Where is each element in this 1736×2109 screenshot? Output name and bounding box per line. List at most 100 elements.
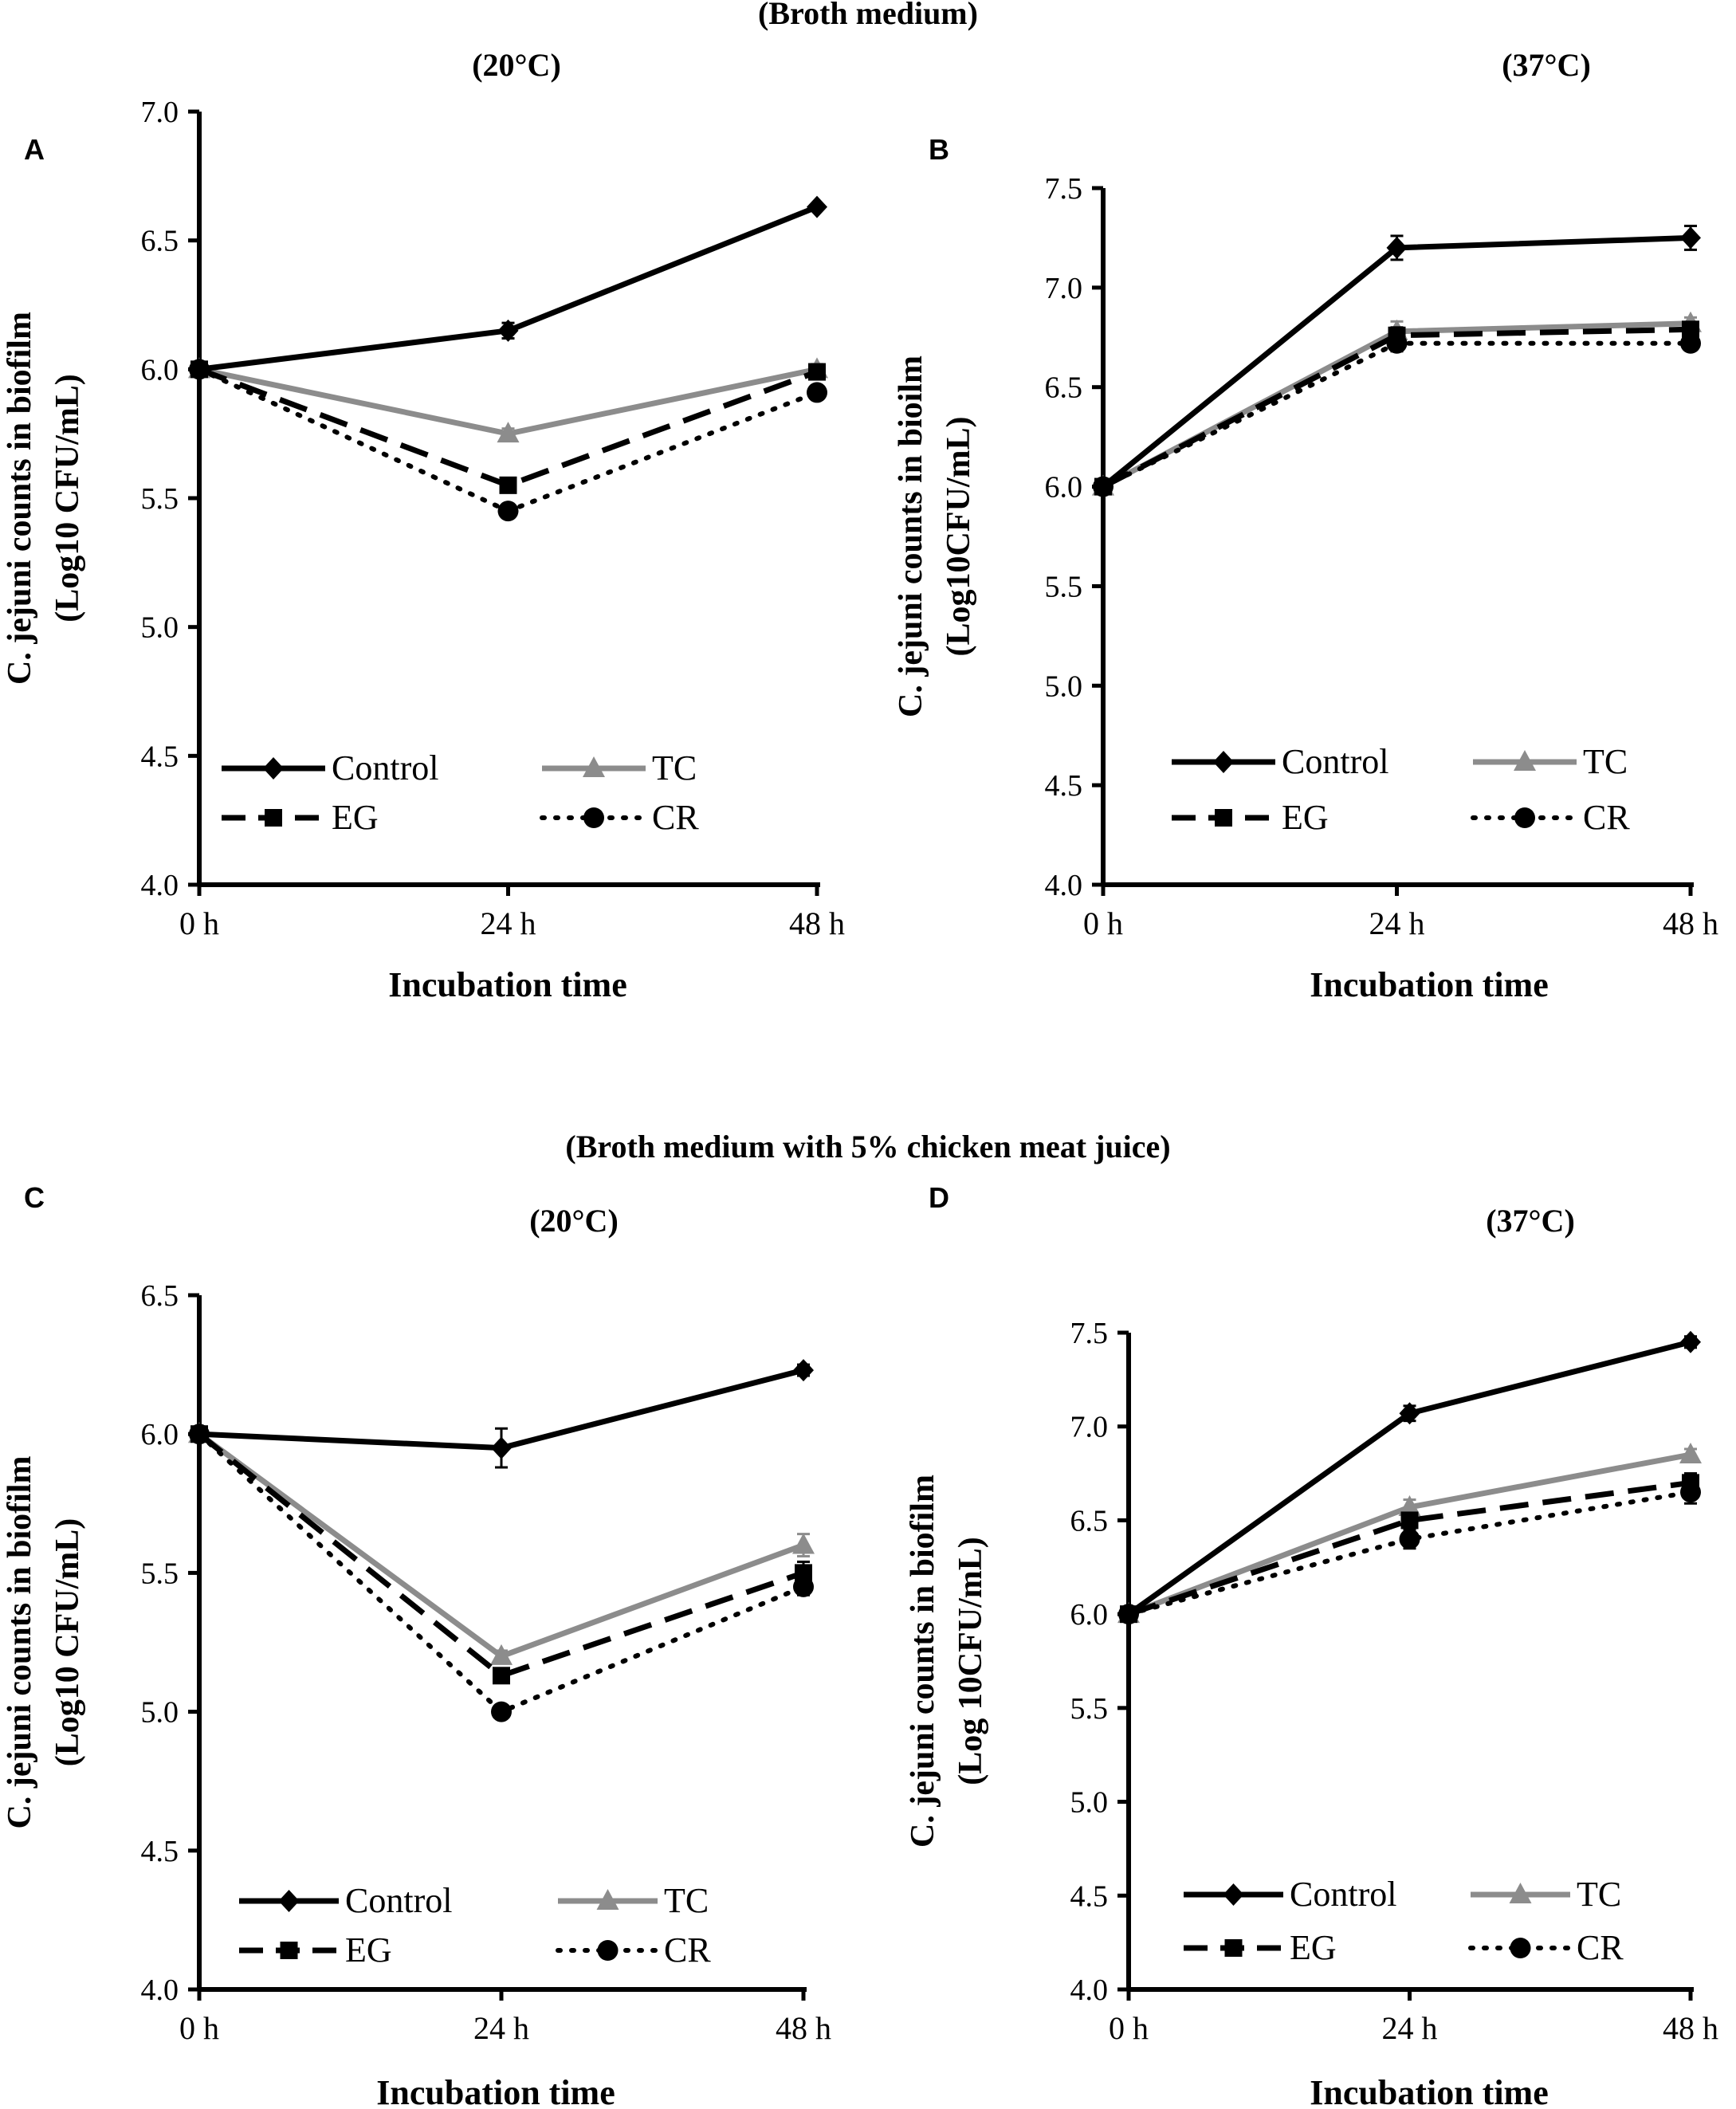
y-axis-label-line2: (Log10CFU/mL): [941, 417, 977, 657]
legend-label: CR: [1583, 798, 1630, 837]
y-tick-label: 4.5: [1045, 769, 1083, 803]
y-tick-label: 5.0: [1070, 1786, 1109, 1820]
legend: Control TC EG CR: [222, 748, 699, 837]
legend-entry-cr: CR: [1468, 1928, 1624, 1967]
data-point-tc: [792, 1533, 815, 1554]
legend-entry-eg: EG: [222, 798, 379, 837]
y-tick-label: 5.0: [1045, 670, 1083, 703]
series-line-eg: [1127, 1479, 1691, 1617]
data-point-cr: [497, 501, 519, 522]
legend-label: TC: [652, 748, 697, 787]
y-tick-label: 5.0: [141, 1696, 179, 1730]
y-tick-label: 5.5: [141, 1557, 179, 1590]
panel-title: (20°C): [472, 47, 561, 83]
panel-letter: B: [929, 133, 949, 166]
data-point-control: [793, 1359, 814, 1382]
legend-marker: [583, 807, 604, 828]
y-tick-label: 4.0: [1045, 869, 1083, 902]
data-point-control: [1093, 475, 1113, 498]
data-point-control: [491, 1436, 512, 1459]
chart-panel-b: B (37°C) 4.0 4.5 5.0 5.5 6.0 6.5 7.0 7.5 0 h 24 h 48…: [893, 47, 1718, 1004]
legend-marker: [1213, 751, 1234, 773]
y-tick-label: 7.5: [1070, 1317, 1109, 1350]
y-tick-label: 4.0: [1070, 1974, 1109, 2007]
y-axis-label-line1: C. jejuni counts in bioilm: [893, 355, 929, 717]
series-line-cr: [1126, 1490, 1693, 1617]
legend-marker: [1509, 1883, 1532, 1903]
data-point-control: [1118, 1603, 1139, 1626]
data-point-control: [189, 1423, 210, 1446]
legend-entry-tc: TC: [1471, 1875, 1621, 1914]
legend-entry-control: Control: [1184, 1875, 1396, 1914]
legend-label: TC: [1583, 742, 1628, 781]
legend-entry-cr: CR: [556, 1930, 711, 1970]
y-axis-label-line2: (Log10 CFU/mL): [49, 374, 86, 622]
legend-label: TC: [664, 1881, 709, 1920]
y-tick-label: 7.0: [141, 96, 179, 129]
legend-marker: [597, 1940, 619, 1961]
y-tick-label: 5.5: [1070, 1692, 1109, 1726]
data-point-control: [497, 319, 519, 342]
data-point-eg: [808, 363, 826, 381]
legend-entry-control: Control: [1172, 742, 1388, 781]
legend-label: EG: [1282, 798, 1329, 837]
y-axis-label-line1: C. jejuni counts in biofilm: [2, 312, 38, 685]
data-point-eg: [795, 1564, 812, 1582]
legend: Control TC EG CR: [239, 1881, 711, 1970]
legend-marker: [1510, 1938, 1531, 1958]
x-tick-label: 24 h: [1382, 2010, 1438, 2046]
y-tick-label: 4.0: [141, 1974, 179, 2007]
y-tick-label: 6.0: [1045, 471, 1083, 505]
panel-letter: D: [929, 1181, 949, 1214]
data-point-tc: [1679, 1443, 1702, 1464]
legend-marker: [583, 756, 605, 777]
data-point-control: [1386, 236, 1408, 259]
y-tick-label: 4.0: [141, 869, 179, 902]
legend-entry-cr: CR: [540, 798, 699, 837]
legend-marker: [1514, 807, 1535, 828]
y-tick-label: 7.0: [1045, 272, 1083, 305]
data-point-tc: [490, 1644, 513, 1665]
legend-entry-tc: TC: [1473, 742, 1628, 781]
panel-title: (20°C): [529, 1203, 619, 1239]
data-point-eg: [1388, 326, 1406, 344]
legend-label: Control: [345, 1881, 452, 1920]
legend-label: Control: [1282, 742, 1388, 781]
y-tick-label: 6.5: [141, 225, 179, 258]
legend-marker: [1514, 750, 1536, 771]
series-control: [189, 195, 827, 381]
chart-panel-d: D (37°C) 4.0 4.5 5.0 5.5 6.0 6.5 7.0 7.5 0 h 24 h 48…: [905, 1181, 1718, 2109]
panel-letter: A: [24, 133, 45, 166]
data-point-cr: [1399, 1528, 1420, 1549]
series-line-eg: [1102, 326, 1691, 489]
x-tick-label: 48 h: [789, 905, 845, 941]
legend: Control TC EG CR: [1172, 742, 1630, 837]
y-axis-label-line2: (Log10 CFU/mL): [49, 1518, 86, 1766]
chart-panel-a: A (20°C) 4.0 4.5 5.0 5.5 6.0 6.5 7.0 0 h 24 h 48 h I…: [2, 47, 845, 1004]
legend-label: EG: [345, 1930, 392, 1970]
y-axis-label-line1: C. jejuni counts in biofilm: [905, 1475, 941, 1848]
x-tick-label: 0 h: [179, 905, 219, 941]
legend-label: CR: [652, 798, 699, 837]
panel-title: (37°C): [1502, 47, 1591, 83]
legend-label: Control: [1290, 1875, 1396, 1914]
data-point-cr: [807, 382, 827, 403]
data-point-control: [189, 358, 210, 381]
x-tick-label: 24 h: [473, 2010, 529, 2046]
legend-entry-tc: TC: [558, 1881, 709, 1920]
x-tick-label: 48 h: [776, 2010, 831, 2046]
legend-label: TC: [1577, 1875, 1621, 1914]
x-tick-label: 24 h: [1369, 905, 1425, 941]
legend-entry-tc: TC: [542, 748, 697, 787]
legend-entry-cr: CR: [1471, 798, 1630, 837]
legend-marker: [1224, 1939, 1243, 1957]
legend-entry-eg: EG: [1184, 1928, 1337, 1967]
data-point-cr: [491, 1701, 512, 1722]
y-tick-label: 7.0: [1070, 1411, 1109, 1444]
data-point-eg: [1682, 1474, 1699, 1492]
x-axis-label: Incubation time: [1310, 965, 1548, 1004]
x-tick-label: 48 h: [1663, 905, 1718, 941]
section-title-top: (Broth medium): [758, 0, 978, 31]
legend-entry-control: Control: [222, 748, 438, 787]
y-tick-label: 5.5: [1045, 570, 1083, 603]
